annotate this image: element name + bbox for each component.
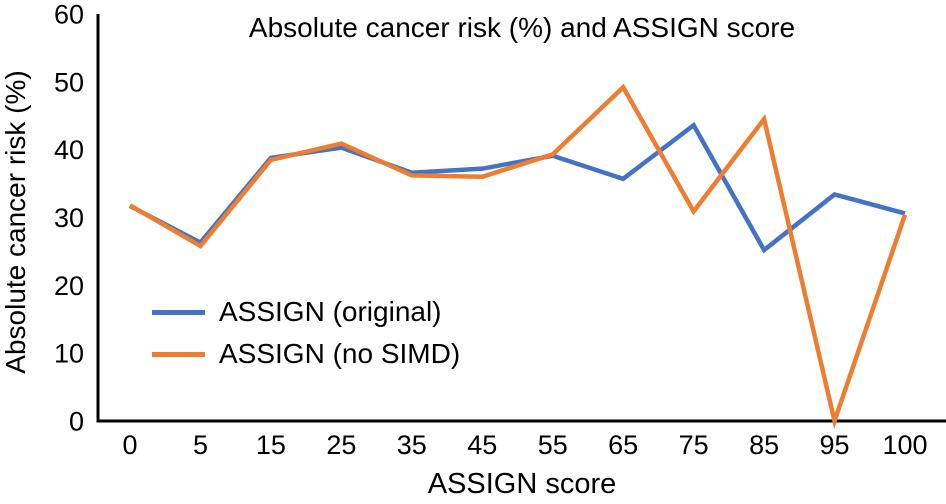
series-line-assign-no-simd xyxy=(128,83,908,430)
x-tick-label-75: 75 xyxy=(679,430,709,460)
y-tick-label-0: 0 xyxy=(69,407,84,437)
x-tick-label-85: 85 xyxy=(749,430,779,460)
x-tick-label-65: 65 xyxy=(608,430,638,460)
legend-label-assign-no-simd: ASSIGN (no SIMD) xyxy=(219,338,461,369)
legend-swatch-assign-no-simd xyxy=(152,351,205,357)
legend-item-assign-original: ASSIGN (original) xyxy=(152,291,460,333)
x-tick-label-45: 45 xyxy=(467,430,497,460)
x-tick-label-0: 0 xyxy=(122,430,137,460)
x-tick-label-55: 55 xyxy=(538,430,568,460)
chart-title: Absolute cancer risk (%) and ASSIGN scor… xyxy=(248,12,796,43)
x-tick-label-15: 15 xyxy=(256,430,286,460)
x-tick-label-35: 35 xyxy=(397,430,427,460)
x-tick-label-100: 100 xyxy=(882,430,927,460)
x-axis-title: ASSIGN score xyxy=(427,468,617,500)
y-tick-label-60: 60 xyxy=(54,0,84,30)
legend: ASSIGN (original) ASSIGN (no SIMD) xyxy=(152,291,460,375)
y-tick-label-40: 40 xyxy=(54,135,84,165)
x-tick-label-25: 25 xyxy=(326,430,356,460)
legend-swatch-assign-original xyxy=(152,309,205,315)
y-tick-label-20: 20 xyxy=(54,271,84,301)
x-tick-label-95: 95 xyxy=(820,430,850,460)
legend-item-assign-no-simd: ASSIGN (no SIMD) xyxy=(152,333,460,375)
y-tick-label-10: 10 xyxy=(54,339,84,369)
y-tick-label-30: 30 xyxy=(54,203,84,233)
y-axis-title: Absolute cancer risk (%) xyxy=(0,70,31,374)
legend-label-assign-original: ASSIGN (original) xyxy=(219,296,442,327)
x-tick-label-5: 5 xyxy=(193,430,208,460)
y-tick-label-50: 50 xyxy=(54,67,84,97)
